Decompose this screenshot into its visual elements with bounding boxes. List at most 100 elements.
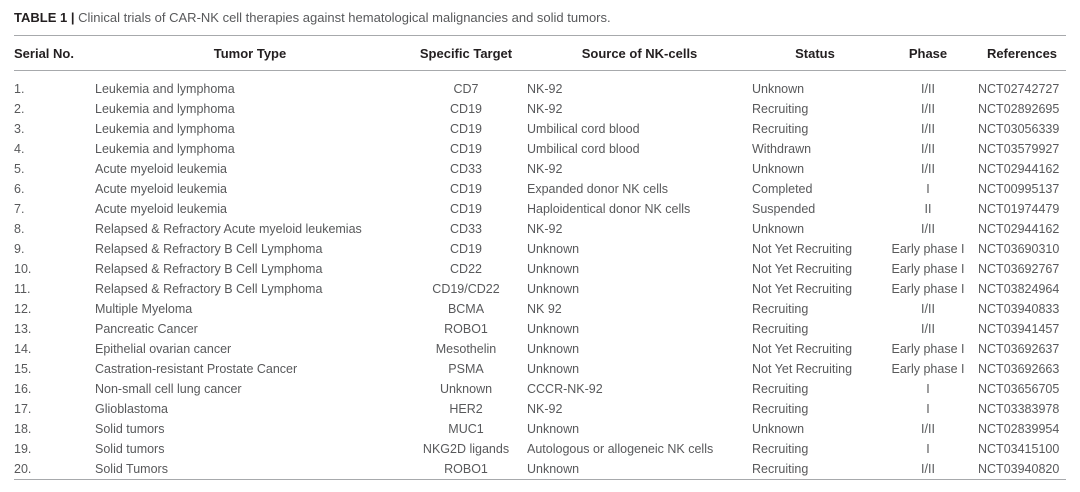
table-cell-tumor-type: Acute myeloid leukemia bbox=[95, 202, 228, 216]
table-cell-phase: I/II bbox=[921, 222, 935, 236]
table-cell-phase: I/II bbox=[921, 122, 935, 136]
table-cell-source-of-nk-cells: Unknown bbox=[527, 422, 580, 436]
table-cell-tumor-type: Leukemia and lymphoma bbox=[95, 122, 235, 136]
table-cell-source-of-nk-cells: Unknown bbox=[527, 242, 580, 256]
table-cell-tumor-type: Solid tumors bbox=[95, 442, 165, 456]
table-cell-specific-target: NKG2D ligands bbox=[422, 442, 510, 456]
table-cell-source-of-nk-cells: Unknown bbox=[527, 322, 580, 336]
table-cell-tumor-type: Glioblastoma bbox=[95, 402, 168, 416]
table-cell-references: NCT03692767 bbox=[978, 262, 1060, 276]
table-cell-status: Not Yet Recruiting bbox=[752, 282, 853, 296]
table-row: 17. Glioblastoma HER2 NK-92 Recruiting I NCT03… bbox=[14, 399, 1066, 419]
column-header-specific-target: Specific Target bbox=[405, 35, 527, 71]
table-cell-tumor-type: Leukemia and lymphoma bbox=[95, 142, 235, 156]
table-cell-status: Unknown bbox=[752, 422, 805, 436]
table-cell-specific-target: MUC1 bbox=[448, 422, 484, 436]
table-cell-references: NCT03824964 bbox=[978, 282, 1060, 296]
table-cell-tumor-type: Epithelial ovarian cancer bbox=[95, 342, 232, 356]
table-cell-references: NCT03415100 bbox=[978, 442, 1060, 456]
table-cell-references: NCT03940820 bbox=[978, 462, 1060, 476]
table-cell-source-of-nk-cells: NK-92 bbox=[527, 82, 563, 96]
table-cell-phase: Early phase I bbox=[891, 262, 965, 276]
table-cell-specific-target: CD22 bbox=[450, 262, 482, 276]
table-cell-phase: I/II bbox=[921, 82, 935, 96]
table-cell-phase: I/II bbox=[921, 422, 935, 436]
table-cell-references: NCT01974479 bbox=[978, 202, 1060, 216]
table-cell-status: Recruiting bbox=[752, 322, 809, 336]
table-cell-serial-no: 16. bbox=[14, 382, 32, 396]
table-cell-source-of-nk-cells: NK 92 bbox=[527, 302, 562, 316]
table-cell-tumor-type: Multiple Myeloma bbox=[95, 302, 193, 316]
table-row: 2. Leukemia and lymphoma CD19 NK-92 Recruiti… bbox=[14, 99, 1066, 119]
table-cell-serial-no: 14. bbox=[14, 342, 32, 356]
table-row: 7. Acute myeloid leukemia CD19 Haploidentic… bbox=[14, 199, 1066, 219]
table-cell-references: NCT02839954 bbox=[978, 422, 1060, 436]
table-body: 1. Leukemia and lymphoma CD7 NK-92 Unknown I/… bbox=[14, 71, 1066, 480]
column-header-tumor-type: Tumor Type bbox=[95, 35, 405, 71]
table-cell-specific-target: ROBO1 bbox=[444, 322, 488, 336]
table-cell-status: Recruiting bbox=[752, 462, 809, 476]
table-cell-source-of-nk-cells: NK-92 bbox=[527, 402, 563, 416]
table-cell-source-of-nk-cells: CCCR-NK-92 bbox=[527, 382, 603, 396]
table-row: 15. Castration-resistant Prostate Cancer P… bbox=[14, 359, 1066, 379]
table-cell-tumor-type: Leukemia and lymphoma bbox=[95, 82, 235, 96]
table-cell-source-of-nk-cells: NK-92 bbox=[527, 222, 563, 236]
table-cell-status: Recruiting bbox=[752, 402, 809, 416]
table-cell-tumor-type: Castration-resistant Prostate Cancer bbox=[95, 362, 298, 376]
table-cell-serial-no: 8. bbox=[14, 222, 25, 236]
table-cell-status: Recruiting bbox=[752, 102, 809, 116]
table-row: 3. Leukemia and lymphoma CD19 Umbilical cor… bbox=[14, 119, 1066, 139]
table-cell-references: NCT02742727 bbox=[978, 82, 1060, 96]
table-cell-tumor-type: Non-small cell lung cancer bbox=[95, 382, 242, 396]
table-cell-tumor-type: Relapsed & Refractory Acute myeloid leuk… bbox=[95, 222, 362, 236]
table-cell-status: Recruiting bbox=[752, 302, 809, 316]
table-cell-serial-no: 6. bbox=[14, 182, 25, 196]
table-cell-serial-no: 18. bbox=[14, 422, 32, 436]
table-cell-status: Withdrawn bbox=[752, 142, 812, 156]
table-cell-phase: II bbox=[924, 202, 932, 216]
table-cell-source-of-nk-cells: NK-92 bbox=[527, 162, 563, 176]
table-cell-specific-target: Unknown bbox=[439, 382, 493, 396]
column-header-phase: Phase bbox=[878, 35, 978, 71]
table-cell-specific-target: PSMA bbox=[448, 362, 484, 376]
table-cell-serial-no: 20. bbox=[14, 462, 32, 476]
column-header-status: Status bbox=[752, 35, 878, 71]
table-row: 12. Multiple Myeloma BCMA NK 92 Recruiting I/… bbox=[14, 299, 1066, 319]
table-cell-specific-target: CD19 bbox=[450, 122, 482, 136]
table-cell-references: NCT03692663 bbox=[978, 362, 1060, 376]
table-cell-phase: I/II bbox=[921, 302, 935, 316]
table-row: 6. Acute myeloid leukemia CD19 Expanded don… bbox=[14, 179, 1066, 199]
table-cell-source-of-nk-cells: NK-92 bbox=[527, 102, 563, 116]
table-cell-references: NCT00995137 bbox=[978, 182, 1060, 196]
table-cell-tumor-type: Leukemia and lymphoma bbox=[95, 102, 235, 116]
table-row: 11. Relapsed & Refractory B Cell Lymphoma… bbox=[14, 279, 1066, 299]
table-cell-phase: I/II bbox=[921, 142, 935, 156]
table-cell-specific-target: CD19 bbox=[450, 242, 482, 256]
table-cell-status: Unknown bbox=[752, 162, 805, 176]
paper-table-page: TABLE 1 | Clinical trials of CAR-NK cell… bbox=[14, 10, 1066, 480]
table-cell-phase: I/II bbox=[921, 462, 935, 476]
table-cell-source-of-nk-cells: Unknown bbox=[527, 262, 580, 276]
table-cell-tumor-type: Relapsed & Refractory B Cell Lymphoma bbox=[95, 262, 323, 276]
table-cell-phase: I bbox=[926, 182, 930, 196]
table-cell-phase: I bbox=[926, 442, 930, 456]
table-cell-specific-target: CD19/CD22 bbox=[432, 282, 500, 296]
table-cell-phase: I/II bbox=[921, 322, 935, 336]
table-cell-phase: I bbox=[926, 402, 930, 416]
table-caption-label: TABLE 1 | bbox=[14, 10, 75, 25]
table-cell-references: NCT03579927 bbox=[978, 142, 1060, 156]
table-row: 18. Solid tumors MUC1 Unknown Unknown I/II NCT… bbox=[14, 419, 1066, 439]
table-cell-specific-target: CD19 bbox=[450, 202, 482, 216]
table-cell-source-of-nk-cells: Unknown bbox=[527, 462, 580, 476]
table-cell-specific-target: CD19 bbox=[450, 142, 482, 156]
table-cell-status: Recruiting bbox=[752, 382, 809, 396]
table-cell-status: Not Yet Recruiting bbox=[752, 242, 853, 256]
table-cell-specific-target: ROBO1 bbox=[444, 462, 488, 476]
table-cell-source-of-nk-cells: Unknown bbox=[527, 342, 580, 356]
table-cell-serial-no: 1. bbox=[14, 82, 25, 96]
table-cell-serial-no: 5. bbox=[14, 162, 25, 176]
table-cell-status: Recruiting bbox=[752, 442, 809, 456]
table-cell-references: NCT03690310 bbox=[978, 242, 1060, 256]
table-row: 16. Non-small cell lung cancer Unknown CCCR… bbox=[14, 379, 1066, 399]
table-cell-phase: Early phase I bbox=[891, 342, 965, 356]
